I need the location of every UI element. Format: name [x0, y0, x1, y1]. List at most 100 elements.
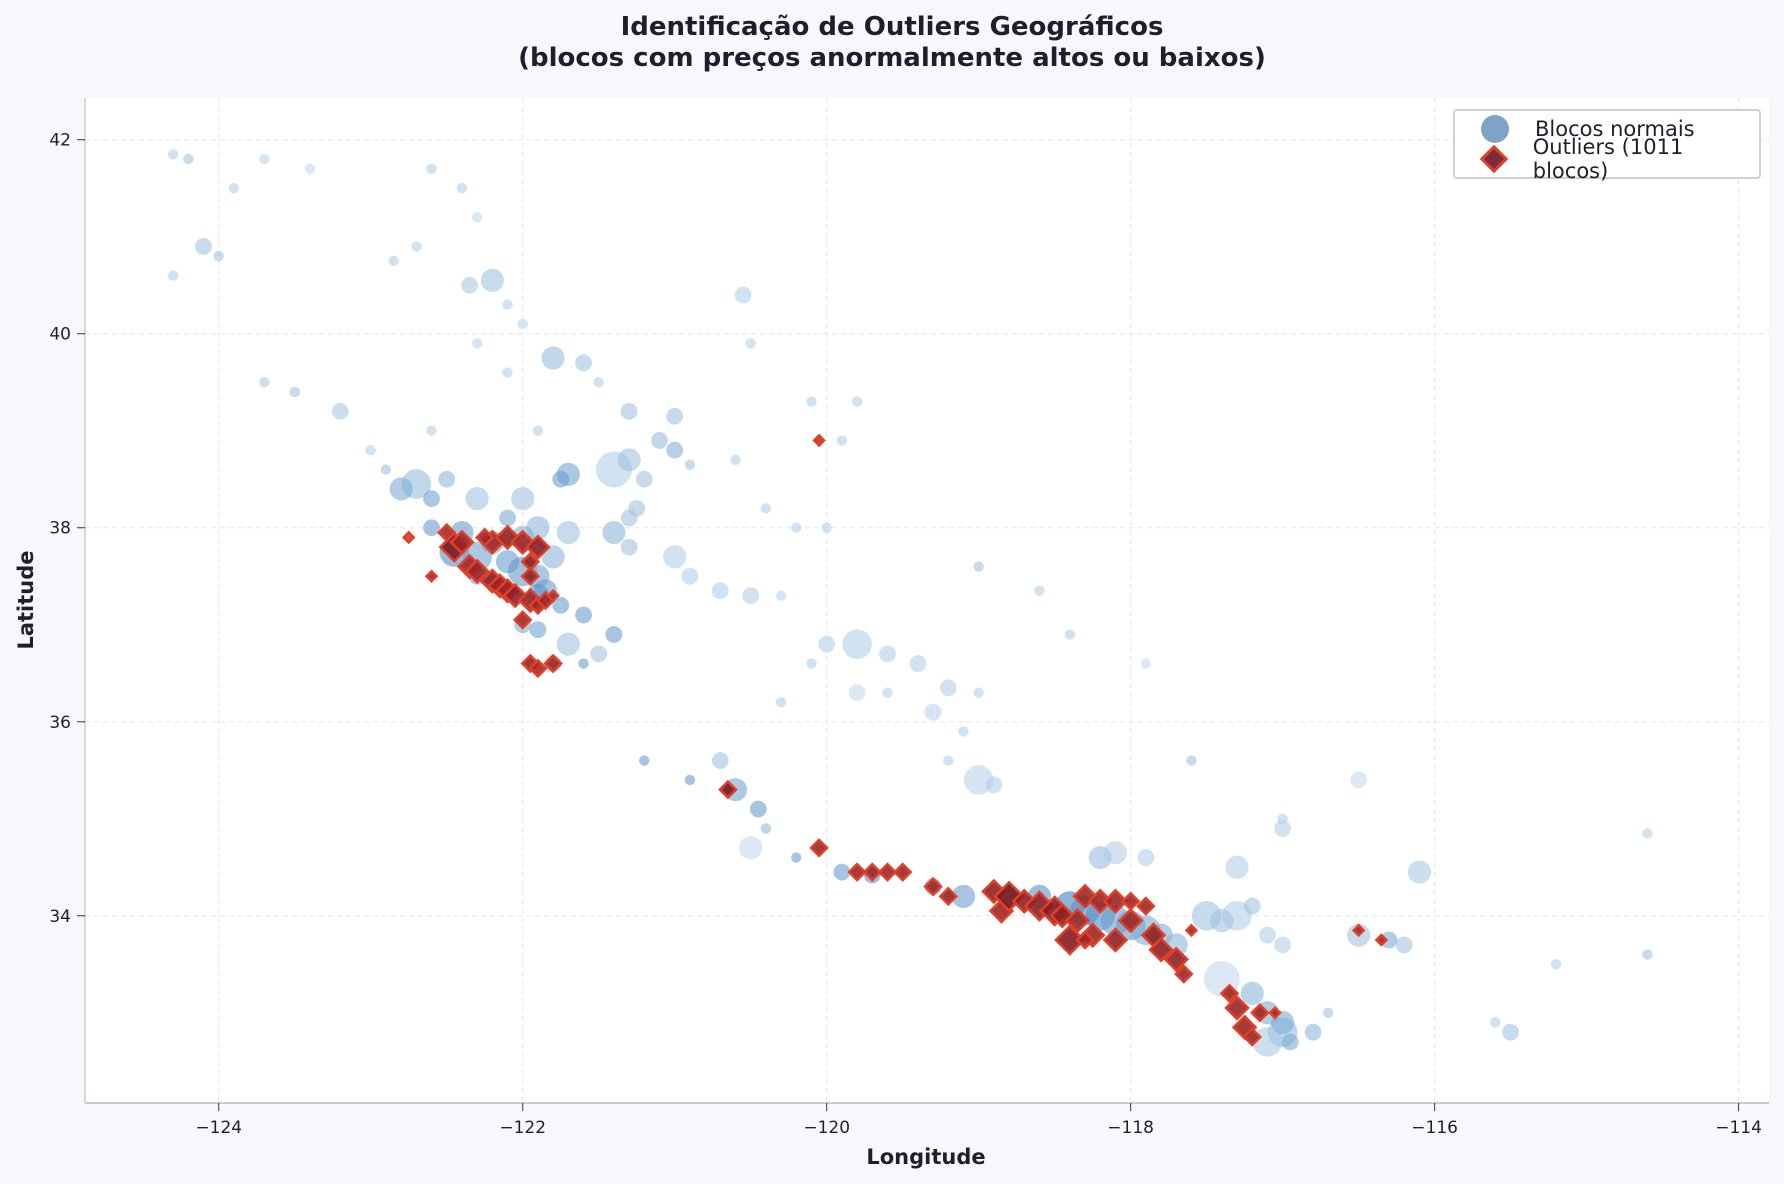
legend-label-outliers: Outliers (1011 blocos): [1532, 135, 1684, 183]
normal-point: [532, 425, 544, 436]
normal-point: [426, 425, 437, 436]
normal-point: [806, 396, 817, 407]
normal-point: [1304, 1023, 1322, 1041]
normal-point: [1064, 629, 1076, 640]
normal-point: [951, 884, 976, 908]
normal-point: [684, 459, 696, 470]
outlier-point: [512, 610, 533, 630]
normal-point: [541, 346, 565, 370]
normal-point: [517, 318, 528, 330]
outlier-point: [1075, 930, 1095, 950]
normal-point: [556, 632, 580, 656]
normal-point: [183, 153, 194, 165]
normal-point: [1395, 936, 1413, 954]
normal-point: [461, 276, 478, 294]
normal-point: [628, 499, 646, 517]
normal-point: [760, 503, 772, 514]
outlier-point: [546, 588, 560, 603]
normal-point: [1380, 931, 1398, 949]
outlier-point: [1268, 1006, 1282, 1020]
normal-point: [465, 487, 489, 511]
normal-point: [423, 490, 440, 508]
normal-point: [1642, 828, 1653, 839]
normal-point: [1642, 949, 1653, 960]
x-tick-label: −120: [803, 1118, 850, 1138]
x-tick-label: −124: [195, 1118, 242, 1138]
normal-point: [651, 432, 668, 449]
normal-point: [480, 268, 504, 292]
legend-item-outliers: Outliers (1011 blocos): [1455, 135, 1759, 183]
normal-point: [167, 270, 179, 281]
normal-point: [213, 250, 224, 262]
chart-title: Identificação de Outliers Geográficos (b…: [0, 12, 1784, 74]
normal-point: [552, 470, 570, 488]
normal-point: [973, 561, 984, 572]
outlier-point: [1102, 888, 1129, 914]
normal-point: [639, 755, 650, 766]
outlier-point: [464, 558, 490, 585]
normal-point: [529, 621, 547, 639]
normal-point: [985, 776, 1003, 794]
outlier-point: [520, 566, 541, 587]
normal-point: [411, 241, 422, 252]
normal-point: [1490, 1017, 1501, 1028]
normal-point: [590, 645, 608, 663]
normal-point: [1225, 855, 1249, 879]
normal-point: [775, 590, 787, 601]
normal-point: [1137, 849, 1155, 866]
outlier-point: [543, 653, 563, 674]
normal-point: [681, 567, 699, 585]
outlier-point: [862, 862, 883, 882]
x-tick-label: −118: [1107, 1118, 1154, 1138]
outlier-point: [449, 529, 475, 556]
normal-point: [556, 520, 580, 545]
outlier-point: [474, 527, 495, 548]
outlier-point: [1136, 896, 1156, 916]
normal-point: [471, 212, 483, 223]
y-tick-label: 36: [49, 713, 71, 733]
normal-point: [456, 183, 468, 194]
legend-label-normal: Blocos normais: [1535, 117, 1695, 141]
normal-point: [499, 509, 516, 527]
normal-point: [552, 596, 570, 614]
x-axis-label: Longitude: [866, 1145, 985, 1169]
normal-point: [775, 697, 787, 708]
normal-point: [1407, 860, 1432, 884]
outlier-point: [424, 569, 439, 584]
normal-point: [1140, 658, 1152, 669]
normal-point: [426, 163, 437, 175]
normal-point: [1252, 1027, 1283, 1057]
normal-point: [851, 396, 863, 407]
outlier-point: [528, 658, 548, 679]
normal-point: [749, 800, 767, 818]
normal-point: [1323, 1007, 1334, 1018]
normal-point: [836, 435, 848, 446]
normal-point: [593, 377, 604, 388]
normal-point: [602, 520, 626, 545]
normal-point: [502, 299, 513, 310]
normal-point: [821, 522, 832, 533]
plot-area: [85, 98, 1769, 1103]
normal-point: [575, 606, 592, 624]
legend-circle-marker: [1481, 115, 1509, 143]
x-tick-label: −116: [1411, 1118, 1458, 1138]
normal-point: [958, 726, 969, 737]
normal-point: [259, 153, 270, 165]
normal-point: [620, 538, 638, 556]
normal-point: [195, 238, 212, 255]
x-tick-label: −114: [1715, 1118, 1762, 1138]
outlier-point: [401, 530, 416, 545]
normal-point: [259, 377, 270, 388]
normal-point: [541, 545, 565, 569]
normal-point: [818, 635, 836, 653]
normal-point: [1034, 585, 1045, 596]
outlier-point: [923, 876, 943, 897]
y-tick-label: 34: [49, 907, 71, 927]
normal-point: [1277, 813, 1288, 824]
legend-item-normal: Blocos normais: [1455, 114, 1695, 144]
normal-point: [511, 487, 535, 511]
legend-diamond-marker: [1479, 144, 1509, 174]
normal-point: [617, 448, 641, 472]
normal-point: [666, 441, 684, 459]
normal-point: [833, 863, 851, 881]
